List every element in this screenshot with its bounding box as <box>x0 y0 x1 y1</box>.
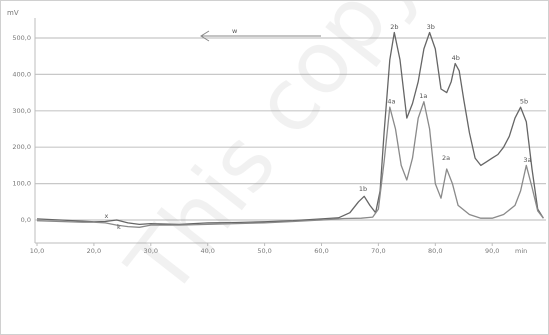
x-axis-unit: min <box>515 247 527 255</box>
peak-label: 3b <box>427 23 435 31</box>
arrow-label: w <box>232 27 238 35</box>
y-tick-label: 500,0 <box>12 34 31 42</box>
y-tick-label: 200,0 <box>12 143 31 151</box>
y-tick-label: 100,0 <box>12 180 31 188</box>
x-tick-label: 80,0 <box>428 247 442 255</box>
grid-lines <box>35 37 546 221</box>
x-tick-label: 40,0 <box>200 247 214 255</box>
watermark: This copy is <box>108 1 498 315</box>
x-tick-label: 60,0 <box>314 247 328 255</box>
x-tick-label: 90,0 <box>485 247 499 255</box>
y-tick-label: 0,0 <box>21 216 31 224</box>
peak-label: 4b <box>452 54 460 62</box>
peak-label: 1b <box>359 185 367 193</box>
peak-label: 2a <box>442 154 450 162</box>
peak-label: 4a <box>387 98 395 106</box>
y-tick-label: 300,0 <box>12 107 31 115</box>
peak-label: x <box>104 212 108 220</box>
x-tick-label: 20,0 <box>87 247 101 255</box>
series-lines <box>36 31 544 228</box>
y-axis-label: mV <box>7 9 19 17</box>
arrow-head <box>200 30 210 42</box>
x-tick-label: 50,0 <box>257 247 271 255</box>
x-tick-label: 30,0 <box>144 247 158 255</box>
x-tick-label: 70,0 <box>371 247 385 255</box>
x-tick-labels: 10,0 20,0 30,0 40,0 50,0 60,0 70,0 80,0 90,0 <box>30 243 499 255</box>
y-tick-label: 400,0 <box>12 70 31 78</box>
peak-label: 5b <box>520 98 528 106</box>
peak-label: 2b <box>390 23 398 31</box>
peak-label: k <box>117 223 121 231</box>
series-line-1 <box>36 31 544 226</box>
peak-labels: 1b 2b 3b 4b 5b 4a 1a 2a 3a x k <box>104 23 531 231</box>
peak-label: 3a <box>523 156 531 164</box>
series-line-2 <box>36 101 544 228</box>
axes <box>34 18 546 244</box>
peak-label: 1a <box>419 92 427 100</box>
x-tick-label: 10,0 <box>30 247 44 255</box>
direction-arrow: w <box>200 27 321 42</box>
y-tick-labels: 0,0 100,0 200,0 300,0 400,0 500,0 <box>12 34 31 224</box>
